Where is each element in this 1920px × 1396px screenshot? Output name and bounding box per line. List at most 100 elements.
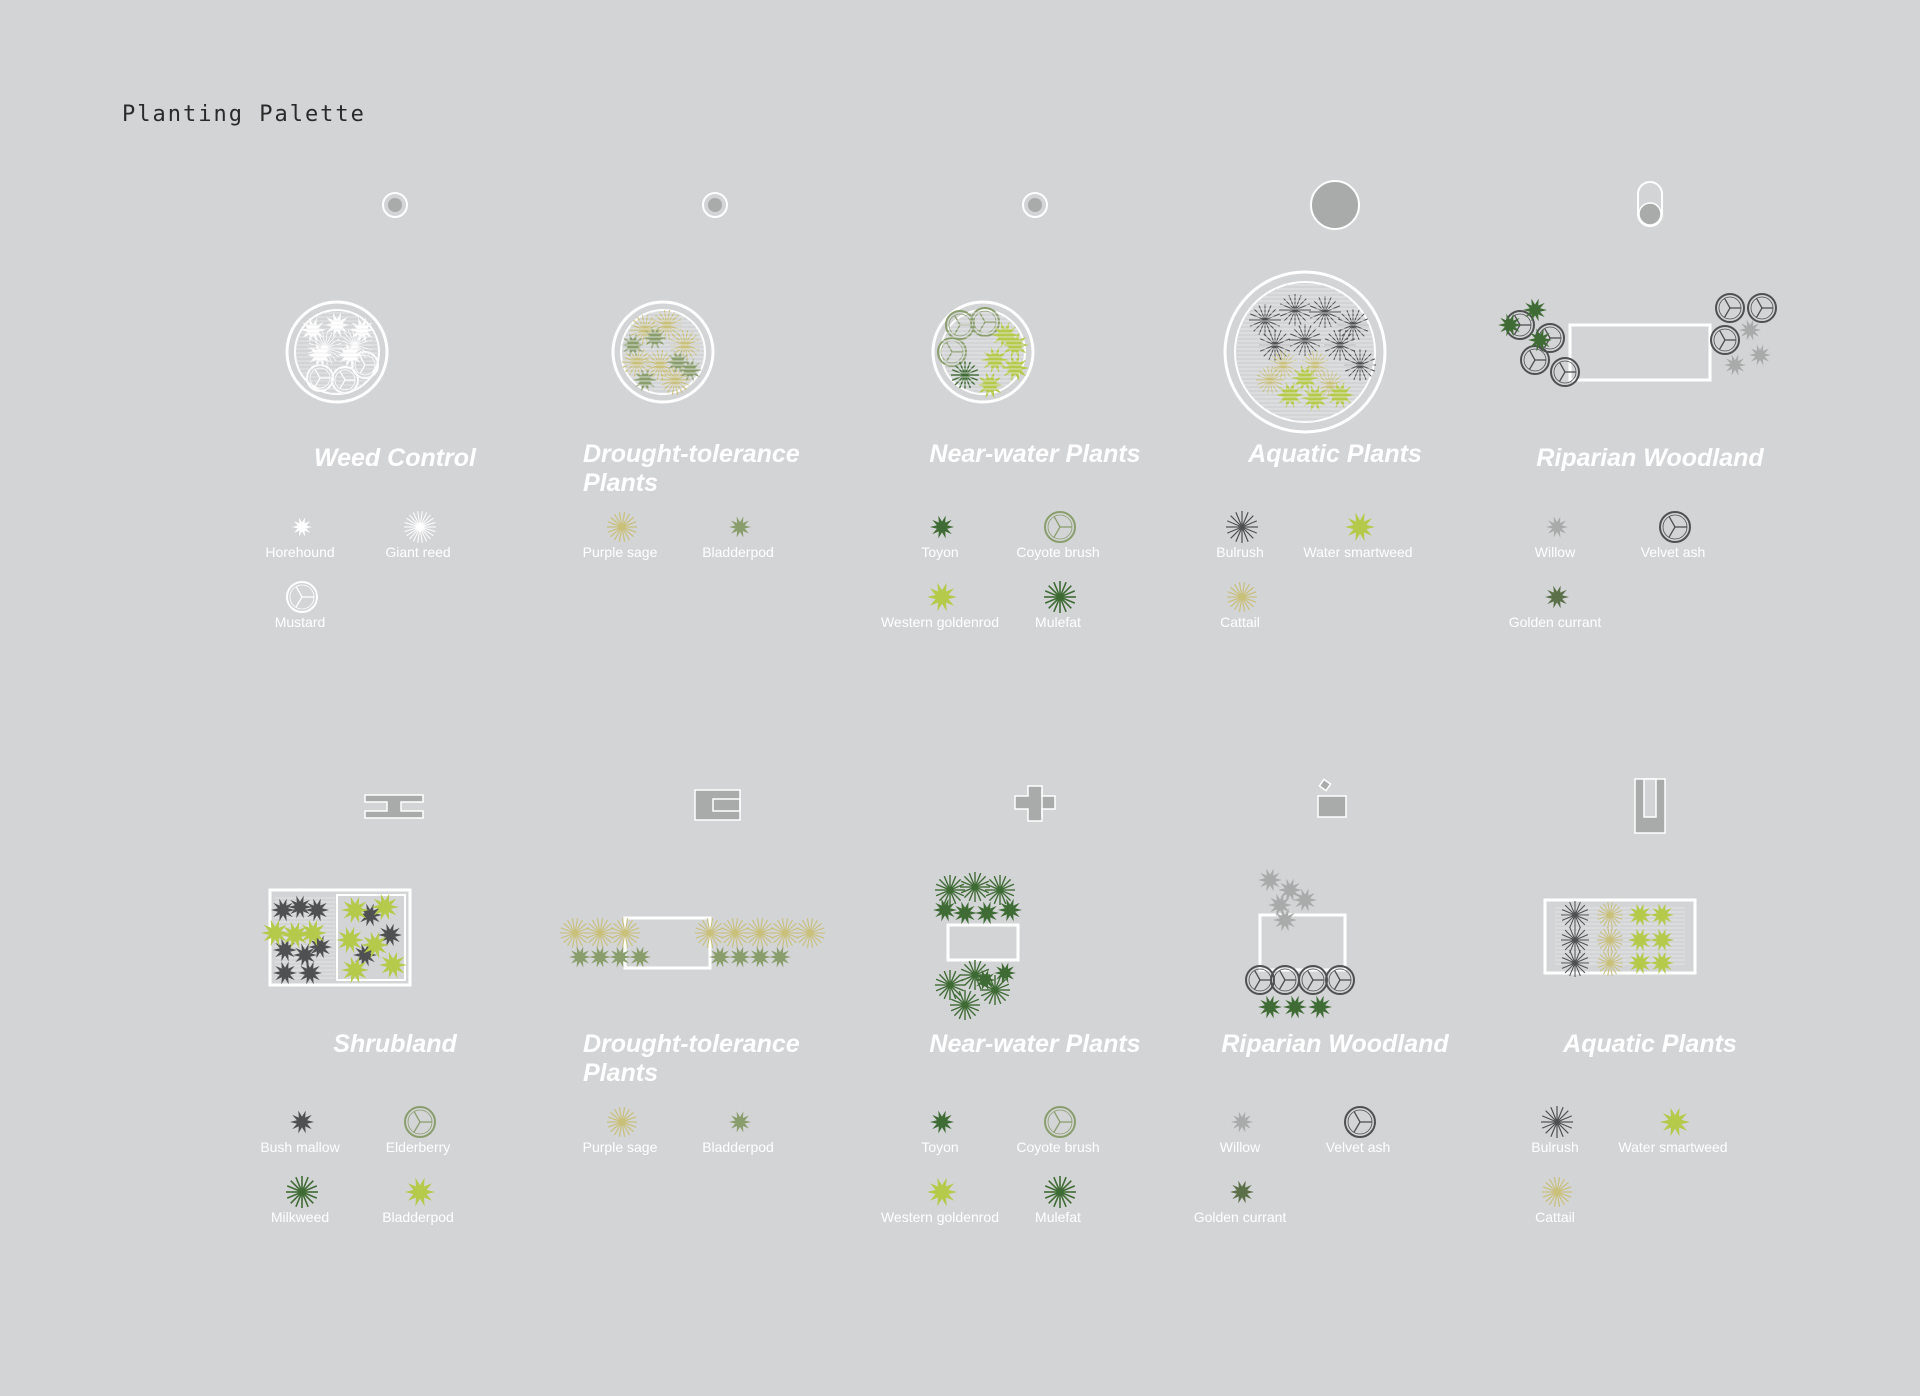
lime-star-icon <box>1660 1107 1690 1137</box>
olive-star-icon <box>729 1111 751 1133</box>
dark-green-star-icon <box>930 515 954 539</box>
species-legend-item: Velvet ash <box>1293 1105 1423 1175</box>
plant-mark <box>729 1111 751 1133</box>
dark-green-starburst-icon <box>286 1176 318 1208</box>
tree-mark <box>1659 511 1691 543</box>
species-label: Coyote brush <box>1016 544 1100 560</box>
panel-title: Drought-tolerance Plants <box>583 440 800 497</box>
lime-star-icon <box>405 1177 435 1207</box>
species-label: Cattail <box>1535 1209 1575 1225</box>
plant-mark <box>1227 582 1257 612</box>
species-legend-item: Mulefat <box>993 580 1123 650</box>
plant-mark <box>729 946 751 968</box>
plant-mark <box>607 1107 637 1137</box>
plant-mark <box>1650 903 1674 927</box>
species-legend-item: Elderberry <box>353 1105 483 1175</box>
species-label: Western goldenrod <box>880 614 1000 630</box>
tree-mark <box>1715 293 1745 323</box>
species-legend-item: Bladderpod <box>673 510 803 580</box>
planting-diagram <box>1223 270 1387 434</box>
dark-green-starburst-icon <box>1044 581 1076 613</box>
species-label: Willow <box>1534 544 1576 560</box>
plant-mark <box>960 872 990 902</box>
plant-mark <box>273 938 297 962</box>
plant-mark <box>695 918 725 948</box>
plant-mark <box>950 990 980 1020</box>
key-symbol <box>694 789 741 821</box>
olive-tree-circle-icon <box>1044 1106 1076 1138</box>
olive-star-icon <box>729 516 751 538</box>
planting-diagram <box>285 300 389 404</box>
plant-mark <box>953 901 977 925</box>
species-label: Mulefat <box>1035 614 1081 630</box>
plant-mark <box>1724 354 1746 376</box>
panel-riparian-2: Riparian Woodland Willow Velvet ash Golden … <box>1165 735 1505 1295</box>
planting-diagram <box>560 916 825 970</box>
plant-mark <box>305 898 329 922</box>
olive-tree-circle-icon <box>1044 511 1076 543</box>
panel-title: Near-water Plants <box>929 1030 1141 1058</box>
plant-mark <box>371 893 399 921</box>
panel-diagram <box>933 785 1056 1020</box>
dark-green-starburst-icon <box>1044 1176 1076 1208</box>
plant-mark <box>1256 366 1284 394</box>
key-symbol <box>364 794 424 819</box>
plant-mark <box>629 946 651 968</box>
species-legend-item: Mustard <box>235 580 365 650</box>
key-symbol <box>702 192 728 218</box>
plant-mark <box>1293 888 1317 912</box>
plant-mark <box>1541 1106 1573 1138</box>
charcoal-starburst-icon <box>1541 1106 1573 1138</box>
plant-mark <box>660 365 690 395</box>
dark-green-star-icon <box>930 1110 954 1134</box>
species-label: Coyote brush <box>1016 1139 1100 1155</box>
panel-diagram <box>611 192 728 404</box>
panel-diagram <box>1223 180 1387 434</box>
plant-mark <box>1301 384 1329 412</box>
species-label: Cattail <box>1220 614 1260 630</box>
species-label: Water smartweed <box>1303 544 1413 560</box>
plant-mark <box>1561 926 1589 954</box>
tree-mark <box>1044 1106 1076 1138</box>
olive-dark-star-icon <box>1230 1180 1254 1204</box>
plant-mark <box>1291 364 1319 392</box>
species-legend-item: Western goldenrod <box>875 580 1005 650</box>
tree-mark <box>1044 511 1076 543</box>
plant-mark <box>569 946 591 968</box>
plant-mark <box>1597 950 1623 976</box>
species-legend-item: Toyon <box>875 1105 1005 1175</box>
plant-mark <box>1273 908 1297 932</box>
plant-mark <box>985 875 1015 905</box>
plant-mark <box>935 875 965 905</box>
key-symbol <box>1022 192 1048 218</box>
plant-mark <box>379 951 407 979</box>
species-legend-item: Bulrush <box>1490 1105 1620 1175</box>
plant-mark <box>405 1177 435 1207</box>
white-tree-circle-icon <box>286 581 318 613</box>
charcoal-starburst-icon <box>1226 511 1258 543</box>
panel-aquatic-2: Aquatic Plants Bulrush Water smartweed Catt… <box>1480 735 1820 1295</box>
species-label: Mustard <box>274 614 326 630</box>
panel-diagram <box>285 192 408 404</box>
hatch-texture <box>621 312 705 394</box>
tree-mark <box>286 581 318 613</box>
panel-diagram <box>1245 778 1355 1019</box>
lime-star-icon <box>927 582 957 612</box>
plant-mark <box>341 956 369 984</box>
species-legend-item: Bladderpod <box>673 1105 803 1175</box>
tree-mark <box>1710 325 1740 355</box>
plant-mark <box>709 946 731 968</box>
plant-mark <box>1650 951 1674 975</box>
plant-mark <box>770 918 800 948</box>
plant-mark <box>1523 298 1547 322</box>
plant-mark <box>927 582 957 612</box>
plant-mark <box>1545 585 1569 609</box>
species-label: Purple sage <box>582 1139 658 1155</box>
key-symbol <box>1317 778 1347 818</box>
species-legend-item: Cattail <box>1490 1175 1620 1245</box>
plant-mark <box>281 921 309 949</box>
plant-mark <box>951 361 979 389</box>
tree-mark <box>1550 357 1580 387</box>
species-legend-item: Golden currant <box>1175 1175 1305 1245</box>
species-label: Bladderpod <box>382 1209 454 1225</box>
